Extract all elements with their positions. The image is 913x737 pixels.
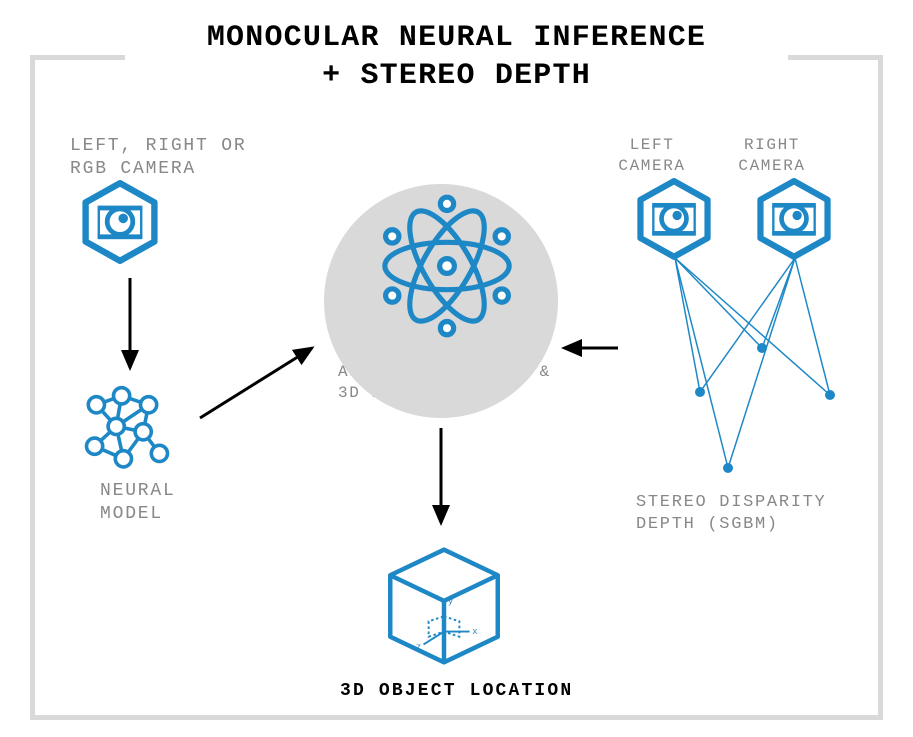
flow-arrows (0, 0, 913, 737)
